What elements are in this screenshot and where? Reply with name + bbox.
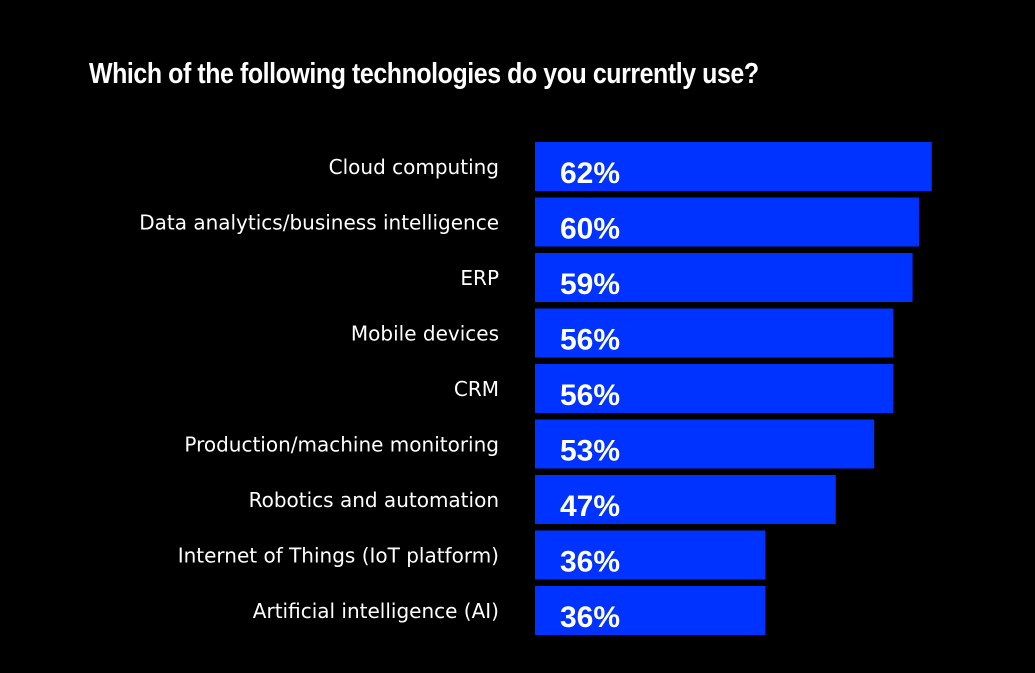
value-label-artificial-intelligence-ai: 36%: [560, 601, 620, 634]
category-label-mobile-devices: Mobile devices: [351, 322, 499, 346]
bar-artificial-intelligence-ai: [535, 586, 766, 635]
value-label-crm: 56%: [560, 379, 620, 412]
value-label-data-analytics-business-intelligence: 60%: [560, 213, 620, 246]
category-label-internet-of-things-iot-platform: Internet of Things (IoT platform): [178, 544, 499, 568]
bar-cloud-computing: [535, 142, 932, 191]
value-label-production-machine-monitoring: 53%: [560, 435, 620, 468]
bar-erp: [535, 253, 913, 302]
chart-title: Which of the following technologies do y…: [89, 58, 759, 90]
value-label-erp: 59%: [560, 268, 620, 301]
bar-data-analytics-business-intelligence: [535, 197, 919, 247]
category-label-crm: CRM: [454, 377, 499, 401]
value-label-cloud-computing: 62%: [560, 157, 620, 190]
bar-internet-of-things-iot-platform: [535, 530, 766, 580]
bar-robotics-and-automation: [535, 475, 836, 524]
category-label-cloud-computing: Cloud computing: [329, 155, 499, 179]
category-label-artificial-intelligence-ai: Artificial intelligence (AI): [253, 599, 499, 623]
category-label-data-analytics-business-intelligence: Data analytics/business intelligence: [139, 211, 499, 235]
bar-production-machine-monitoring: [535, 419, 875, 469]
category-label-robotics-and-automation: Robotics and automation: [249, 488, 499, 512]
value-label-internet-of-things-iot-platform: 36%: [560, 546, 620, 579]
category-label-production-machine-monitoring: Production/machine monitoring: [184, 433, 499, 457]
category-label-erp: ERP: [460, 266, 499, 290]
bar-crm: [535, 364, 894, 413]
value-label-robotics-and-automation: 47%: [560, 490, 620, 523]
value-label-mobile-devices: 56%: [560, 324, 620, 357]
bar-mobile-devices: [535, 308, 894, 358]
